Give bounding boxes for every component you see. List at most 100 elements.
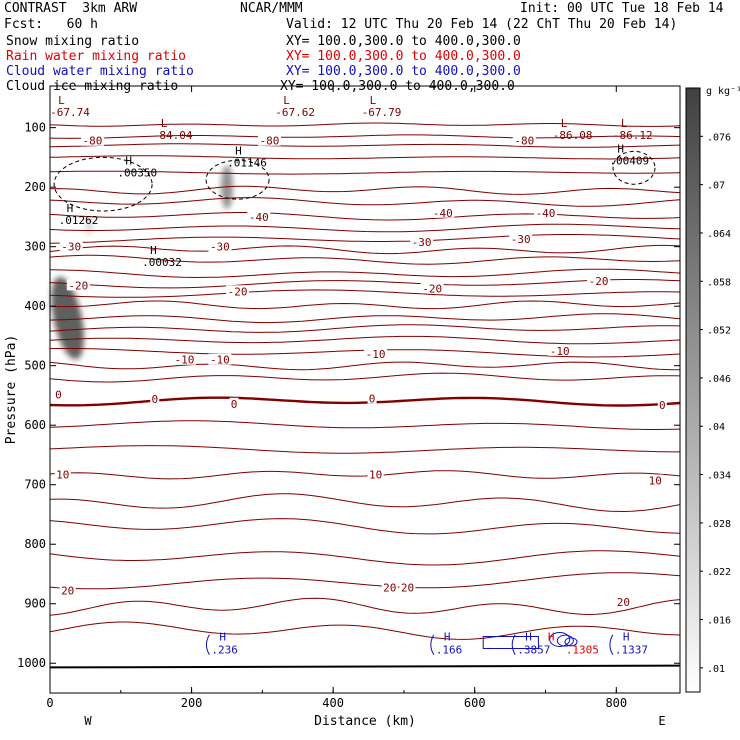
- isotherm-label-bg: [534, 206, 558, 218]
- isotherm-line: [49, 170, 681, 175]
- low-marker: L: [58, 94, 65, 107]
- isotherm-label-bg: [226, 285, 250, 297]
- isotherm-line: [49, 572, 681, 590]
- cloud-water-value: .3857: [517, 644, 550, 657]
- isotherm-label-bg: [208, 240, 232, 252]
- isotherm-label-bg: [647, 474, 664, 486]
- isotherm-line: [49, 518, 681, 535]
- low-marker: L: [561, 117, 568, 130]
- isotherm-label: -30: [210, 241, 230, 254]
- isotherm-label: -40: [536, 207, 556, 220]
- isotherm-label-bg: [257, 134, 281, 146]
- extremum-value: -67.74: [50, 106, 90, 119]
- isotherm-label: -80: [83, 135, 103, 148]
- extremum-value: .00409: [609, 155, 649, 168]
- cloud-ice-contour: [612, 150, 656, 185]
- cloud-water-high-marker: H: [623, 631, 630, 644]
- isotherm-line: [49, 122, 681, 127]
- cloud-water-high-marker: H: [525, 631, 532, 644]
- colorbar-tick-label: .052: [707, 326, 731, 337]
- isotherm-label: -30: [412, 236, 432, 249]
- isotherm-line: [49, 470, 681, 480]
- cloud-water-contour-layer: [205, 631, 614, 656]
- isotherm-label-bg: [367, 392, 377, 404]
- cloud-water-high-marker: H: [219, 631, 226, 644]
- rain-field-label: Rain water mixing ratio: [6, 49, 187, 64]
- isotherm-line: [49, 300, 681, 310]
- isotherm-line: [49, 234, 681, 244]
- contour-label-layer: -80 -80 -80 -40 -40 -40 -30 -30 -30 -30 -20 -20 -20 -…: [50, 94, 667, 657]
- isotherm-label-bg: [80, 134, 104, 146]
- isotherm-line: [49, 185, 681, 195]
- x-tick-label: 200: [181, 696, 203, 710]
- isotherm-label: 20: [617, 596, 630, 609]
- extremum-value: -86.08: [553, 129, 593, 142]
- isotherm-label-bg: [208, 353, 232, 365]
- snow-field-xy: XY= 100.0,300.0 to 400.0,300.0: [286, 34, 521, 49]
- snow-shading-layer: [51, 165, 233, 360]
- cloud-water-contour: [482, 635, 539, 649]
- org-label: NCAR/MMM: [240, 1, 303, 16]
- isotherm-label-bg: [53, 388, 63, 400]
- cloud-water-contour: [511, 634, 516, 656]
- colorbar-tick-label: .046: [707, 374, 731, 385]
- isotherm-line: [49, 372, 681, 383]
- rain-value: .1305: [566, 644, 599, 657]
- isotherm-line: [49, 244, 681, 255]
- colorbar-tick-label: .028: [707, 519, 731, 530]
- cloud-water-contour: [556, 634, 574, 647]
- isotherm-label: 0: [151, 393, 158, 406]
- cloud-water-contour: [549, 631, 571, 647]
- isotherm-label-bg: [431, 206, 455, 218]
- isotherm-label: -40: [433, 207, 453, 220]
- cloud-water-contour: [430, 634, 435, 656]
- freezing-level-isotherm: [49, 396, 681, 407]
- isotherm-label: -10: [175, 354, 195, 367]
- axes-layer: 0 200 400 600 800100200300400500600700800900…: [4, 85, 681, 729]
- isotherm-label-bg: [420, 282, 444, 294]
- isotherm-label: -20: [589, 275, 609, 288]
- isotherm-label-bg: [247, 210, 271, 222]
- isotherm-line: [49, 361, 680, 371]
- extremum-value: -67.62: [275, 106, 315, 119]
- isotherm-label-bg: [150, 393, 160, 405]
- isotherm-label: 10: [649, 475, 662, 488]
- isotherm-label-bg: [59, 240, 83, 252]
- model-title: CONTRAST 3km ARW: [4, 1, 138, 16]
- isotherm-label: 0: [659, 399, 666, 412]
- colorbar-tick-label: .022: [707, 567, 731, 578]
- isotherm-label-bg: [364, 347, 388, 359]
- cloud-water-value: .236: [211, 644, 238, 657]
- isotherm-label: -30: [61, 241, 81, 254]
- isotherm-line: [49, 597, 681, 616]
- forecast-hour: Fcst: 60 h: [4, 17, 98, 32]
- low-marker: L: [621, 117, 628, 130]
- east-endpoint-label: E: [658, 714, 665, 728]
- colorbar-tick-label: .064: [707, 229, 731, 240]
- isotherm-label-bg: [367, 468, 384, 480]
- y-tick-label: 900: [24, 597, 46, 611]
- extremum-value: .00350: [117, 167, 157, 180]
- extremum-value: .01262: [59, 214, 99, 227]
- isotherm-line: [49, 313, 681, 324]
- y-tick-label: 100: [24, 121, 46, 135]
- isotherm-label-bg: [229, 397, 239, 409]
- isotherm-label: -10: [550, 345, 570, 358]
- isotherm-label-bg: [59, 584, 76, 596]
- colorbar-ramp: [685, 87, 701, 693]
- isotherm-label-bg: [657, 398, 667, 410]
- isotherm-label: -10: [366, 348, 386, 361]
- colorbar-tick-label: .016: [707, 616, 731, 627]
- extremum-value: -86.12: [613, 129, 653, 142]
- isotherm-line: [49, 268, 681, 279]
- isotherm-line: [49, 493, 681, 513]
- colorbar-tick-label: .076: [707, 132, 731, 143]
- isotherm-label: -20: [228, 285, 248, 298]
- isotherm-label: 10: [56, 469, 69, 482]
- isotherm-label: 20: [61, 585, 74, 598]
- isotherm-line: [49, 289, 681, 298]
- isotherm-line: [49, 621, 681, 640]
- isotherm-line: [49, 223, 681, 233]
- isotherm-label: 10: [369, 469, 382, 482]
